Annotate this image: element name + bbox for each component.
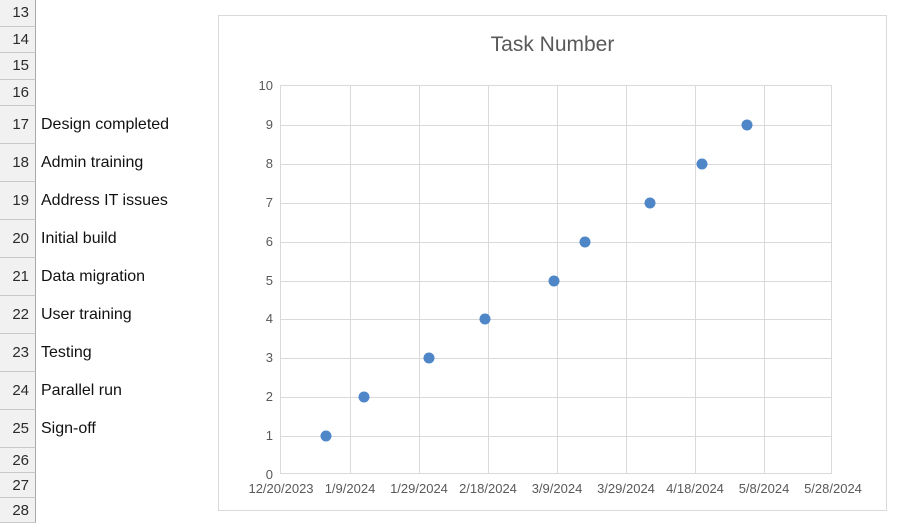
y-axis-tick-label: 1 [265, 428, 273, 444]
row-header[interactable]: 18 [0, 144, 36, 182]
row-header[interactable]: 28 [0, 498, 36, 523]
y-axis-tick-label: 0 [265, 467, 273, 482]
h-gridline [281, 319, 831, 321]
h-gridline [281, 436, 831, 438]
h-gridline [281, 358, 831, 360]
y-axis-tick-label: 7 [265, 194, 273, 210]
data-point[interactable] [423, 352, 435, 364]
sheet-row: 17 Design completed [0, 106, 218, 144]
row-header[interactable]: 16 [0, 79, 36, 106]
data-point[interactable] [320, 430, 332, 442]
empty-cell[interactable] [36, 79, 218, 106]
empty-cell[interactable] [36, 448, 218, 473]
y-axis-tick-label: 3 [265, 350, 273, 366]
x-axis-tick-label: 4/18/2024 [666, 481, 724, 496]
sheet-row: 27 [0, 473, 218, 498]
sheet-row: 16 [0, 79, 218, 106]
data-point[interactable] [741, 119, 753, 131]
task-cell[interactable]: Admin training [36, 144, 218, 182]
x-axis-tick-label: 3/29/2024 [597, 481, 655, 496]
row-header[interactable]: 17 [0, 106, 36, 144]
empty-cell[interactable] [36, 53, 218, 80]
sheet-row: 15 [0, 53, 218, 80]
sheet-row: 28 [0, 498, 218, 523]
sheet-row: 20 Initial build [0, 220, 218, 258]
empty-cell[interactable] [36, 0, 218, 27]
x-axis-tick-label: 12/20/2023 [248, 481, 314, 496]
sheet-row: 25 Sign-off [0, 410, 218, 448]
row-header[interactable]: 24 [0, 372, 36, 410]
task-cell[interactable]: User training [36, 296, 218, 334]
row-header[interactable]: 19 [0, 182, 36, 220]
h-gridline [281, 202, 831, 204]
v-gridline [626, 86, 627, 473]
v-gridline [488, 86, 489, 473]
row-header[interactable]: 15 [0, 53, 36, 80]
row-header[interactable]: 26 [0, 448, 36, 473]
v-gridline [695, 86, 696, 473]
plot-area[interactable]: 0 1 2 3 4 5 6 7 8 9 10 12/20/2023 1/9/2024 1/29/2024 2… [248, 79, 861, 497]
y-axis-tick-label: 6 [265, 233, 273, 249]
sheet-row: 14 [0, 26, 218, 53]
data-point[interactable] [696, 158, 708, 170]
row-header[interactable]: 13 [0, 0, 36, 27]
sheet-row: 24 Parallel run [0, 372, 218, 410]
row-header[interactable]: 20 [0, 220, 36, 258]
row-header[interactable]: 22 [0, 296, 36, 334]
sheet-row: 21 Data migration [0, 258, 218, 296]
chart-title[interactable]: Task Number [490, 33, 615, 56]
h-gridline [281, 397, 831, 399]
x-axis-tick-label: 1/9/2024 [324, 481, 376, 496]
task-cell[interactable]: Address IT issues [36, 182, 218, 220]
data-point[interactable] [644, 197, 656, 209]
task-cell[interactable]: Testing [36, 334, 218, 372]
v-gridline [419, 86, 420, 473]
x-axis-tick-label: 3/9/2024 [531, 481, 583, 496]
h-gridline [281, 163, 831, 165]
y-axis-tick-label: 2 [265, 389, 273, 405]
sheet-row: 23 Testing [0, 334, 218, 372]
x-axis-tick-label: 5/28/2024 [804, 481, 862, 496]
y-axis-tick-label: 10 [258, 78, 273, 93]
empty-cell[interactable] [36, 26, 218, 53]
task-cell[interactable]: Data migration [36, 258, 218, 296]
v-gridline [764, 86, 765, 473]
y-axis-tick-label: 4 [265, 311, 273, 327]
data-point[interactable] [358, 391, 370, 403]
y-axis-tick-label: 9 [265, 116, 273, 132]
x-axis-tick-label: 1/29/2024 [390, 481, 448, 496]
empty-cell[interactable] [36, 498, 218, 523]
v-gridline [350, 86, 351, 473]
row-header[interactable]: 21 [0, 258, 36, 296]
row-header[interactable]: 23 [0, 334, 36, 372]
data-point[interactable] [548, 275, 560, 286]
y-axis-tick-label: 5 [265, 272, 273, 288]
worksheet-rows: 13 14 15 16 17 Design completed 18 Admin traini… [0, 0, 218, 528]
data-point[interactable] [479, 313, 491, 325]
y-axis-tick-label: 8 [265, 155, 273, 171]
x-axis-tick-label: 2/18/2024 [459, 481, 517, 496]
task-cell[interactable]: Initial build [36, 220, 218, 258]
chart[interactable]: Task Number 0 1 2 3 4 5 6 7 8 9 10 12/20/2023 1/9/20… [218, 15, 887, 511]
task-cell[interactable]: Design completed [36, 106, 218, 144]
h-gridline [281, 124, 831, 126]
sheet-row: 13 [0, 0, 218, 27]
task-cell[interactable]: Sign-off [36, 410, 218, 448]
row-header[interactable]: 25 [0, 410, 36, 448]
row-header[interactable]: 27 [0, 473, 36, 498]
sheet-row: 18 Admin training [0, 144, 218, 182]
sheet-row: 19 Address IT issues [0, 182, 218, 220]
data-point[interactable] [579, 236, 591, 248]
task-cell[interactable]: Parallel run [36, 372, 218, 410]
row-header[interactable]: 14 [0, 26, 36, 53]
empty-cell[interactable] [36, 473, 218, 498]
sheet-row: 26 [0, 448, 218, 473]
x-axis-tick-label: 5/8/2024 [738, 481, 790, 496]
sheet-row: 22 User training [0, 296, 218, 334]
h-gridline [281, 241, 831, 243]
